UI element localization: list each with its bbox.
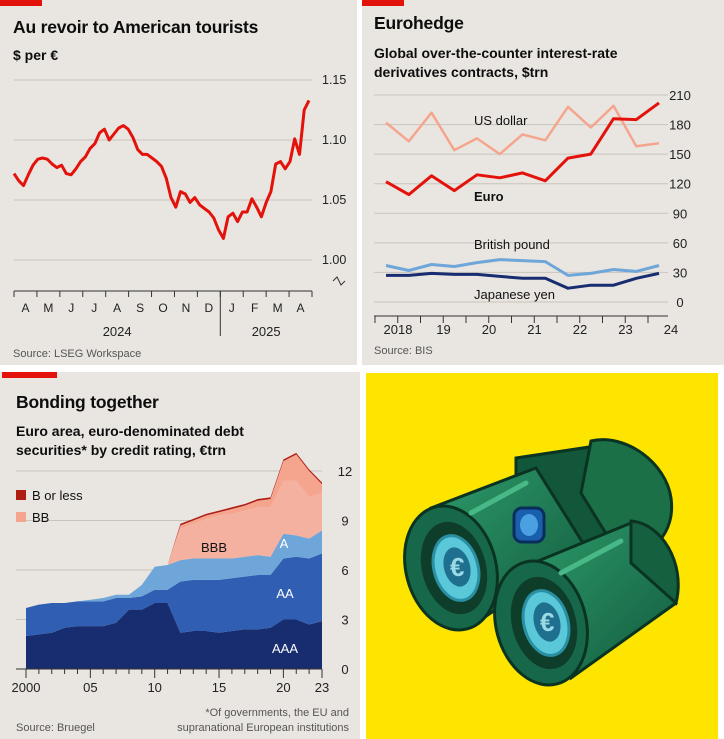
y-tick-label: 1.00 xyxy=(322,253,346,267)
y-tick-label: 150 xyxy=(669,147,691,162)
svg-text:€: € xyxy=(540,607,554,637)
svg-text:€: € xyxy=(450,552,464,582)
panel-derivatives: Eurohedge Global over-the-counter intere… xyxy=(362,0,724,365)
y-tick-label: 90 xyxy=(673,206,687,221)
y-tick-label: 1.10 xyxy=(322,133,346,147)
chart-footnote-line1: *Of governments, the EU and xyxy=(205,707,349,719)
chart-subtitle-line2: derivatives contracts, $trn xyxy=(374,64,549,80)
x-tick-label: A xyxy=(21,301,29,315)
area-label: BBB xyxy=(201,540,227,555)
x-tick-label: 10 xyxy=(147,680,161,695)
chart-subtitle-line2: securities* by credit rating, €trn xyxy=(16,442,227,458)
x-tick-label: J xyxy=(229,301,235,315)
area-label: AAA xyxy=(272,641,298,656)
x-tick-label: 21 xyxy=(527,322,541,337)
legend-label: B or less xyxy=(32,488,83,503)
red-tag xyxy=(362,0,404,6)
panel-illustration: € € xyxy=(366,373,718,739)
x-tick-label: A xyxy=(297,301,305,315)
y-tick-label: 120 xyxy=(669,177,691,192)
x-tick-label: J xyxy=(68,301,74,315)
legend-label: BB xyxy=(32,510,49,525)
y-tick-label: 60 xyxy=(673,236,687,251)
series-label: Japanese yen xyxy=(474,287,555,302)
x-tick-label: M xyxy=(273,301,283,315)
x-tick-label: 15 xyxy=(212,680,226,695)
x-tick-label: 23 xyxy=(618,322,632,337)
y-tick-label: 9 xyxy=(341,514,348,529)
y-tick-label: 0 xyxy=(676,295,683,310)
y-tick-label: 1.15 xyxy=(322,73,346,87)
area-a xyxy=(26,530,322,608)
area-bb xyxy=(26,454,322,608)
axis-break-icon xyxy=(332,276,346,286)
series-line xyxy=(385,101,660,197)
x-tick-label: O xyxy=(158,301,167,315)
series-line xyxy=(386,271,660,290)
x-tick-label: 2018 xyxy=(384,322,413,337)
x-tick-label: F xyxy=(251,301,258,315)
series-line xyxy=(12,99,311,240)
x-tick-label: 22 xyxy=(573,322,587,337)
x-tick-label: 20 xyxy=(482,322,496,337)
red-tag xyxy=(0,0,42,6)
y-tick-label: 12 xyxy=(338,464,352,479)
chart-subtitle-line1: Euro area, euro-denominated debt xyxy=(16,423,244,439)
red-tag xyxy=(2,372,57,378)
y-tick-label: 30 xyxy=(673,265,687,280)
y-tick-label: 3 xyxy=(341,613,348,628)
chart-subtitle-line1: Global over-the-counter interest-rate xyxy=(374,45,618,61)
x-tick-label: D xyxy=(205,301,214,315)
panel-bonds: Bonding together Euro area, euro-denomin… xyxy=(0,372,360,739)
chart-source: Source: LSEG Workspace xyxy=(13,348,142,360)
chart-title: Au revoir to American tourists xyxy=(13,17,259,37)
x-tick-label: N xyxy=(182,301,191,315)
x-tick-label: 19 xyxy=(436,322,450,337)
panel-exchange-rate: Au revoir to American tourists $ per € 1… xyxy=(0,0,357,365)
area-label: A xyxy=(280,536,289,551)
area-label: AA xyxy=(276,586,294,601)
series-line xyxy=(385,258,660,277)
chart-subtitle: $ per € xyxy=(13,47,59,63)
area-bbb xyxy=(26,480,322,608)
x-tick-label: 05 xyxy=(83,680,97,695)
y-tick-label: 180 xyxy=(669,118,691,133)
binoculars-icon: € € xyxy=(403,438,680,687)
year-label: 2025 xyxy=(252,324,281,339)
chart-source: Source: Bruegel xyxy=(16,722,95,734)
series-line xyxy=(385,104,660,156)
derivatives-chart: 210 180 150 120 90 60 30 0 2018 19 20 21 22 23 24 US do… xyxy=(374,88,691,337)
x-tick-label: M xyxy=(43,301,53,315)
area-aa xyxy=(26,553,322,636)
y-tick-label: 6 xyxy=(341,563,348,578)
series-label: Euro xyxy=(474,189,504,204)
chart-footnote-line2: supranational European institutions xyxy=(177,722,349,734)
year-label: 2024 xyxy=(103,324,132,339)
area-aaa xyxy=(26,603,322,669)
chart-title: Eurohedge xyxy=(374,13,464,33)
x-tick-label: A xyxy=(113,301,121,315)
chart-title: Bonding together xyxy=(16,392,159,412)
series-label: US dollar xyxy=(474,113,528,128)
x-tick-label: 23 xyxy=(315,680,329,695)
legend-swatch xyxy=(16,512,26,522)
y-tick-label: 210 xyxy=(669,88,691,103)
legend-swatch xyxy=(16,490,26,500)
x-tick-label: 24 xyxy=(664,322,678,337)
x-tick-label: S xyxy=(136,301,144,315)
x-tick-label: 20 xyxy=(276,680,290,695)
x-tick-label: 2000 xyxy=(12,680,41,695)
y-tick-label: 1.05 xyxy=(322,193,346,207)
chart-source: Source: BIS xyxy=(374,345,433,357)
x-tick-label: J xyxy=(91,301,97,315)
series-label: British pound xyxy=(474,237,550,252)
y-tick-label: 0 xyxy=(341,662,348,677)
